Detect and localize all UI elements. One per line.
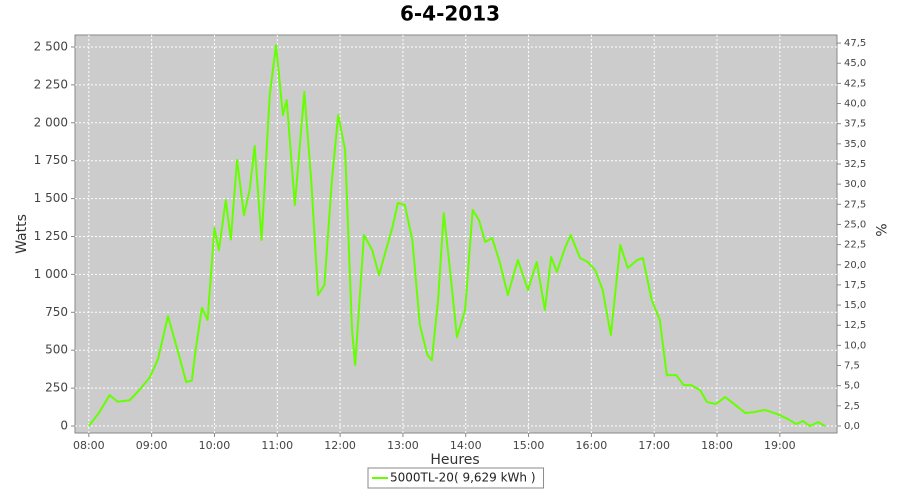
y-axis-label: Watts xyxy=(14,214,30,254)
x-tick-label: 19:00 xyxy=(764,439,796,452)
plot-area xyxy=(74,34,838,434)
chart-title: 6-4-2013 xyxy=(400,2,500,26)
x-tick-label: 08:00 xyxy=(73,439,105,452)
y2-tick-label: 20,0 xyxy=(844,260,866,271)
y2-tick-label: 40,0 xyxy=(844,99,866,110)
y2-axis-label: % xyxy=(872,223,888,236)
y2-tick-label: 15,0 xyxy=(844,300,866,311)
y2-tick-label: 22,5 xyxy=(844,240,866,251)
y-tick-label: 250 xyxy=(45,381,68,395)
y2-tick-label: 37,5 xyxy=(844,119,866,130)
x-tick-label: 12:00 xyxy=(324,439,356,452)
data-line xyxy=(88,44,826,428)
y-tick-label: 500 xyxy=(45,343,68,357)
y2-tick-label: 17,5 xyxy=(844,280,866,291)
y2-tick-label: 45,0 xyxy=(844,58,866,69)
y-tick-label: 1 750 xyxy=(34,153,68,167)
y-tick-label: 2 250 xyxy=(34,77,68,91)
y2-tick-label: 32,5 xyxy=(844,159,866,170)
y2-tick-label: 10,0 xyxy=(844,340,866,351)
y2-tick-label: 7,5 xyxy=(844,361,860,372)
legend: 5000TL-20( 9,629 kWh ) xyxy=(367,467,545,489)
x-tick-label: 10:00 xyxy=(199,439,231,452)
x-tick-label: 14:00 xyxy=(450,439,482,452)
y-tick-label: 0 xyxy=(60,419,68,433)
y-tick-label: 1 250 xyxy=(34,229,68,243)
y2-tick-label: 35,0 xyxy=(844,139,866,150)
y-tick-label: 2 000 xyxy=(34,115,68,129)
y-tick-label: 2 500 xyxy=(34,39,68,53)
x-tick-label: 13:00 xyxy=(387,439,419,452)
x-tick-label: 18:00 xyxy=(701,439,733,452)
y-tick-label: 1 000 xyxy=(34,267,68,281)
legend-label: 5000TL-20( 9,629 kWh ) xyxy=(390,471,536,485)
x-tick-label: 17:00 xyxy=(638,439,670,452)
y2-tick-label: 2,5 xyxy=(844,401,860,412)
legend-box xyxy=(367,467,545,489)
y-tick-label: 1 500 xyxy=(34,191,68,205)
y2-tick-label: 30,0 xyxy=(844,179,866,190)
x-tick-label: 15:00 xyxy=(513,439,545,452)
x-tick-label: 09:00 xyxy=(136,439,168,452)
y2-tick-label: 12,5 xyxy=(844,320,866,331)
x-tick-label: 16:00 xyxy=(576,439,608,452)
y2-tick-label: 47,5 xyxy=(844,38,866,49)
x-axis-label: Heures xyxy=(430,452,479,468)
y2-tick-label: 42,5 xyxy=(844,78,866,89)
y2-tick-label: 0,0 xyxy=(844,421,860,432)
y2-tick-label: 5,0 xyxy=(844,381,860,392)
x-tick-label: 11:00 xyxy=(261,439,293,452)
y2-tick-label: 27,5 xyxy=(844,199,866,210)
y-tick-label: 750 xyxy=(45,305,68,319)
y2-tick-label: 25,0 xyxy=(844,219,866,230)
